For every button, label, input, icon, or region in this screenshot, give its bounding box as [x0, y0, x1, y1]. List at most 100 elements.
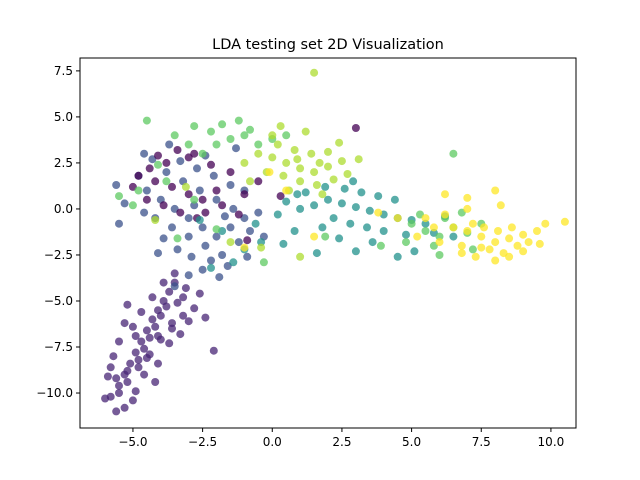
data-point: [226, 168, 235, 177]
data-point: [268, 153, 277, 162]
data-point: [207, 256, 215, 265]
data-point: [535, 239, 544, 248]
data-point: [351, 124, 360, 132]
data-point: [268, 131, 277, 140]
data-point: [218, 201, 227, 210]
data-point: [181, 182, 190, 191]
data-point: [560, 217, 569, 226]
data-point: [151, 177, 160, 186]
data-point: [246, 177, 254, 186]
data-point: [368, 238, 377, 247]
data-point: [115, 219, 123, 228]
data-point: [310, 201, 319, 210]
data-point: [282, 158, 291, 167]
data-point: [201, 313, 210, 322]
data-point: [154, 249, 162, 258]
data-point: [541, 219, 550, 228]
data-points: [101, 68, 569, 416]
data-point: [120, 199, 129, 208]
y-tick-label: −5.0: [44, 294, 73, 308]
data-point: [184, 140, 193, 149]
data-point: [376, 241, 385, 250]
data-point: [170, 131, 179, 140]
data-point: [505, 252, 514, 261]
data-point: [168, 223, 176, 232]
data-point: [212, 195, 221, 204]
chart-title: LDA testing set 2D Visualization: [212, 37, 444, 53]
data-point: [195, 289, 204, 298]
data-point: [170, 269, 179, 278]
data-point: [215, 273, 224, 282]
data-point: [115, 192, 123, 201]
data-point: [324, 147, 332, 156]
data-point: [162, 168, 171, 177]
data-point: [112, 407, 121, 416]
data-point: [207, 263, 215, 272]
data-point: [513, 241, 522, 250]
data-point: [457, 241, 466, 250]
data-point: [257, 238, 266, 247]
data-point: [463, 227, 472, 235]
data-point: [101, 394, 110, 403]
series-0: [101, 269, 218, 416]
data-point: [421, 214, 430, 223]
data-point: [243, 236, 252, 245]
data-point: [190, 149, 199, 158]
data-point: [449, 223, 458, 232]
data-point: [457, 249, 466, 258]
data-point: [229, 204, 238, 213]
data-point: [190, 304, 199, 313]
data-point: [293, 155, 302, 164]
data-point: [273, 210, 282, 219]
data-point: [123, 300, 132, 309]
data-point: [190, 122, 199, 131]
data-point: [282, 197, 291, 206]
plot-frame: [79, 57, 577, 429]
data-point: [184, 190, 193, 199]
data-point: [496, 201, 505, 210]
data-point: [533, 227, 541, 235]
data-point: [296, 252, 305, 261]
y-tick-label: −7.5: [44, 340, 73, 354]
data-point: [491, 186, 500, 195]
data-point: [365, 206, 374, 215]
data-point: [240, 243, 249, 252]
data-point: [226, 223, 235, 232]
data-point: [140, 149, 149, 158]
data-point: [234, 238, 243, 247]
data-point: [393, 214, 402, 223]
data-point: [351, 247, 360, 256]
data-point: [393, 252, 402, 261]
data-point: [329, 214, 338, 223]
data-point: [318, 190, 327, 199]
data-point: [477, 243, 486, 252]
data-point: [276, 122, 285, 131]
data-point: [340, 184, 349, 193]
data-point: [234, 210, 243, 219]
data-point: [505, 234, 514, 243]
data-point: [329, 175, 338, 184]
data-point: [243, 252, 252, 261]
data-point: [413, 232, 422, 241]
data-point: [296, 164, 305, 173]
data-point: [324, 195, 332, 204]
x-tick-label: 2.5: [332, 435, 351, 449]
data-point: [198, 265, 207, 274]
data-point: [134, 171, 143, 180]
data-point: [140, 370, 149, 379]
x-tick-label: 5.0: [402, 435, 421, 449]
data-point: [198, 149, 207, 158]
data-point: [463, 204, 472, 213]
data-point: [137, 308, 146, 316]
data-point: [162, 302, 171, 311]
data-point: [131, 332, 140, 340]
data-point: [449, 149, 458, 158]
data-point: [485, 245, 494, 254]
data-point: [126, 359, 135, 368]
x-tick-label: 10.0: [538, 435, 565, 449]
data-point: [142, 195, 151, 204]
data-point: [184, 317, 193, 326]
data-point: [307, 149, 316, 158]
data-point: [134, 186, 143, 195]
data-point: [112, 181, 121, 189]
